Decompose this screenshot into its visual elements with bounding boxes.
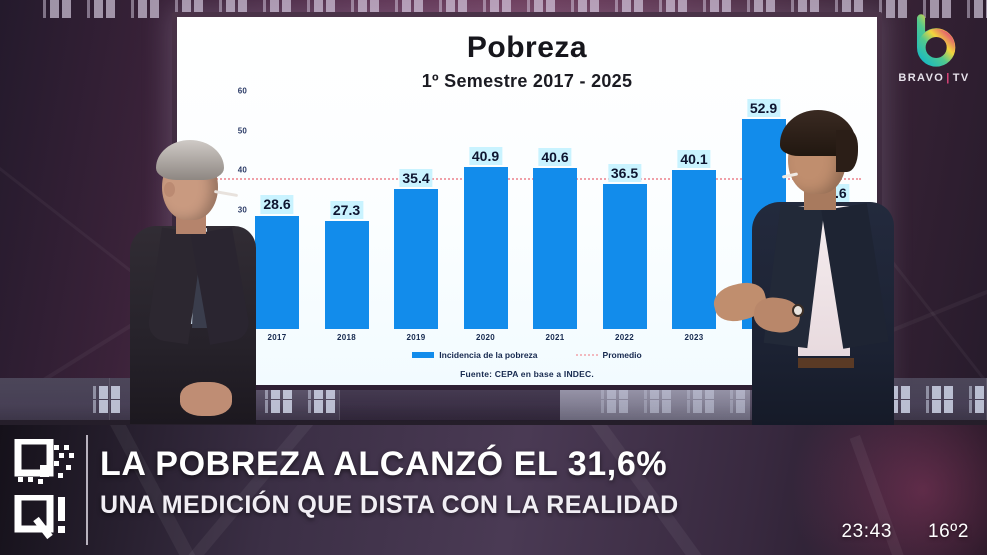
bar-column: 40.6 [533, 91, 577, 329]
bar-value-label: 36.5 [607, 164, 642, 183]
channel-logo: BRAVO | TV [895, 14, 973, 100]
bar-value-label: 52.9 [746, 99, 781, 118]
bar-value-label: 40.9 [468, 146, 503, 165]
led-pattern-band [880, 386, 987, 399]
bar [324, 220, 369, 329]
x-axis-tick: 2021 [545, 333, 565, 342]
wristwatch-icon [792, 304, 804, 317]
chart-title: Pobreza [466, 31, 588, 64]
legend-dotted-line-icon [575, 354, 598, 356]
led-pattern-band [598, 400, 748, 413]
presenter-left [128, 138, 258, 424]
bar [602, 184, 647, 329]
presenter-right-belt [798, 358, 854, 368]
logo-word-bravo: BRAVO [898, 72, 945, 84]
led-pattern-band [880, 400, 987, 413]
y-axis-tick: 60 [237, 86, 247, 96]
presenter-right [710, 108, 896, 438]
bar [463, 166, 508, 329]
bar-value-label: 40.1 [677, 149, 711, 168]
chart-source-note: Fuente: CEPA en base a INDEC. [460, 369, 594, 379]
bar-column: 40.9 [463, 91, 508, 329]
temperature-text: 16º2 [927, 521, 969, 542]
subheadline-text: UNA MEDICIÓN QUE DISTA CON LA REALIDAD [100, 491, 679, 519]
chart-subtitle: 1º Semestre 2017 - 2025 [421, 71, 633, 91]
headline-text: LA POBREZA ALCANZÓ EL 31,6% [100, 445, 668, 483]
bravo-b-icon [916, 14, 956, 67]
bar [394, 188, 438, 329]
banner-glow [767, 425, 987, 555]
channel-logo-text: BRAVO | TV [898, 72, 969, 84]
average-line-annotation [193, 177, 861, 180]
y-axis-tick: 50 [237, 126, 247, 136]
lower-third-banner: LA POBREZA ALCANZÓ EL 31,6% UNA MEDICIÓN… [0, 425, 987, 555]
program-logo-r-icon [14, 495, 65, 540]
bar-column: 36.5 [602, 91, 647, 329]
logo-separator: | [946, 72, 951, 84]
y-axis-tick: 40 [237, 165, 247, 175]
program-logo [14, 439, 76, 541]
bar-column: 27.3 [324, 91, 369, 329]
legend-item-promedio: Promedio [575, 350, 642, 360]
x-axis-tick: 2018 [337, 333, 356, 342]
legend-label: Promedio [602, 350, 642, 360]
presenter-left-hair [156, 140, 224, 180]
presenter-right-hair [836, 130, 858, 172]
bar-column: 35.4 [394, 91, 438, 329]
logo-word-tv: TV [952, 72, 970, 84]
bar-value-label: 28.6 [260, 195, 294, 214]
legend-item-incidencia: Incidencia de la pobreza [412, 350, 538, 360]
legend-label: Incidencia de la pobreza [439, 350, 538, 360]
bar-column: 40.1 [672, 91, 716, 329]
clock-text: 23:43 [841, 521, 892, 542]
lapel-microphone-icon [213, 189, 239, 198]
x-axis-tick: 2022 [615, 333, 634, 342]
presenter-left-ear [164, 182, 175, 197]
bar [255, 215, 299, 329]
legend-bar-swatch-icon [412, 352, 435, 358]
x-axis-tick: 2023 [684, 333, 704, 342]
bar [533, 167, 577, 329]
chart-legend: Incidencia de la pobreza Promedio [177, 350, 877, 360]
bar-column: 28.6 [255, 91, 299, 329]
x-axis-tick: 2020 [476, 333, 495, 342]
bar-value-label: 40.6 [538, 147, 572, 166]
bar-value-label: 35.4 [399, 168, 433, 187]
bar [672, 169, 716, 329]
x-axis-tick: 2017 [267, 333, 287, 342]
logo-divider [86, 435, 88, 545]
y-axis-tick: 30 [237, 205, 247, 215]
bar-value-label: 27.3 [329, 200, 364, 219]
x-axis-tick: 2019 [406, 333, 426, 342]
program-logo-q-icon [14, 439, 74, 484]
presenter-left-hands [180, 382, 232, 416]
